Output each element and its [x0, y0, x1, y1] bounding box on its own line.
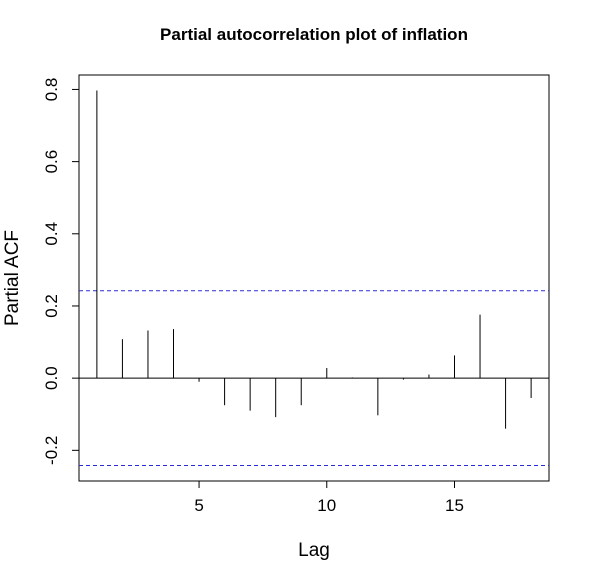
y-tick-label: -0.2: [42, 436, 61, 465]
y-axis-label: Partial ACF: [2, 230, 23, 326]
bars-layer: [96, 90, 532, 429]
x-tick-label: 5: [194, 496, 203, 515]
x-axis: 5 10 15: [194, 481, 464, 515]
chart-title: Partial autocorrelation plot of inflatio…: [160, 25, 468, 44]
x-tick-label: 10: [317, 496, 336, 515]
y-tick-label: 0.8: [42, 78, 61, 102]
x-tick-label: 15: [445, 496, 464, 515]
plot-frame: [78, 74, 550, 482]
y-tick-label: 0.6: [42, 150, 61, 174]
y-tick-label: 0.2: [42, 294, 61, 318]
y-axis: -0.2 0.0 0.2 0.4 0.6 0.8: [42, 78, 79, 465]
y-tick-label: 0.0: [42, 366, 61, 390]
x-axis-label: Lag: [298, 540, 330, 561]
confidence-lines-layer: [79, 290, 549, 466]
y-tick-label: 0.4: [42, 222, 61, 246]
